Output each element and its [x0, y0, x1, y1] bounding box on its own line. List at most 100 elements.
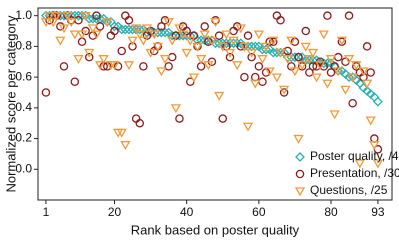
point [91, 30, 102, 40]
point [109, 21, 120, 32]
point [56, 22, 65, 31]
point [358, 67, 369, 77]
point [175, 114, 184, 123]
legend-label: Presentation, /30 [310, 166, 399, 180]
point [240, 72, 249, 82]
point [297, 61, 308, 71]
point [87, 13, 98, 24]
point [214, 91, 225, 101]
point [135, 118, 145, 128]
point [206, 36, 218, 46]
point [261, 44, 271, 55]
point [301, 26, 311, 36]
point [174, 24, 185, 34]
point [278, 85, 290, 95]
point [199, 30, 210, 40]
point [94, 61, 106, 71]
point [264, 67, 275, 77]
point [218, 114, 228, 123]
point [373, 96, 383, 107]
point [351, 61, 362, 71]
point [156, 67, 167, 77]
point [159, 55, 171, 64]
point [344, 72, 354, 83]
point [247, 52, 256, 62]
point [362, 42, 372, 51]
point [48, 18, 59, 28]
point [257, 55, 268, 64]
point [120, 141, 131, 151]
point [253, 30, 264, 40]
point [279, 88, 289, 97]
legend-label: Poster quality, /45 [310, 149, 399, 163]
point [214, 38, 225, 49]
point [228, 38, 239, 49]
point [214, 31, 224, 40]
point [66, 10, 77, 21]
point [116, 128, 127, 138]
point [372, 159, 384, 169]
point [322, 79, 333, 89]
point [98, 55, 109, 64]
point [366, 68, 375, 77]
point [73, 55, 84, 64]
point [232, 61, 243, 71]
plot-frame [37, 7, 393, 201]
point [163, 18, 174, 28]
point [131, 24, 142, 34]
point [348, 98, 357, 108]
point [258, 77, 267, 86]
point [293, 134, 304, 144]
point [69, 30, 80, 40]
point [84, 48, 95, 58]
point [336, 36, 347, 46]
point [232, 22, 242, 31]
point [73, 10, 84, 21]
point [311, 73, 322, 83]
point [164, 62, 173, 71]
point [210, 18, 221, 28]
point [195, 55, 207, 64]
point [304, 55, 315, 64]
y-tick-label: 0.6 [15, 69, 32, 83]
point [221, 38, 232, 49]
y-axis-label: Normalized score per category [3, 15, 18, 193]
point [160, 27, 170, 38]
point [44, 12, 55, 21]
point [300, 42, 311, 52]
point [268, 47, 279, 58]
point [217, 42, 228, 52]
point [139, 62, 148, 71]
point [70, 77, 80, 86]
point [87, 24, 98, 34]
point [254, 62, 264, 71]
point [289, 67, 301, 77]
y-tick-label: 0.4 [15, 100, 32, 114]
point [242, 122, 254, 132]
point [340, 85, 351, 95]
point [127, 36, 138, 46]
point [128, 42, 137, 51]
x-tick-label: 80 [324, 205, 338, 219]
point [76, 30, 88, 40]
point [134, 24, 145, 35]
point [145, 48, 156, 58]
point [203, 61, 214, 71]
point [286, 36, 297, 46]
point [80, 12, 91, 21]
point [224, 48, 236, 58]
legend-marker [295, 152, 305, 162]
point [120, 24, 131, 35]
point [181, 48, 192, 58]
point [225, 52, 235, 62]
x-tick-label: 40 [180, 205, 194, 219]
point [152, 42, 163, 52]
point [185, 36, 196, 46]
point [333, 52, 343, 62]
point [141, 24, 153, 34]
y-tick-label: 0.0 [15, 161, 32, 175]
point [109, 61, 120, 71]
point [243, 31, 253, 40]
point [308, 62, 318, 71]
